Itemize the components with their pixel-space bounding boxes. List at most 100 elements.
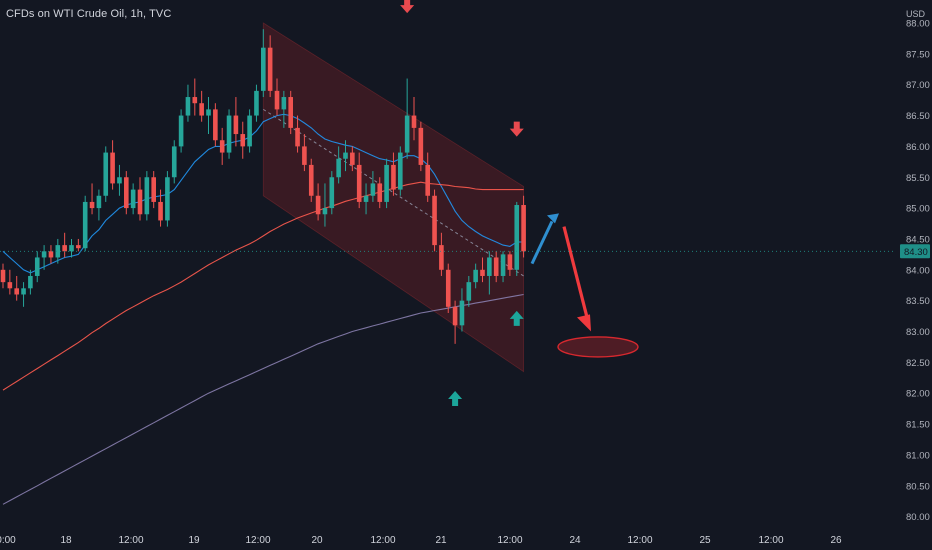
price-tick-label: 87.50 (906, 49, 930, 60)
candle-body (356, 164, 362, 202)
candle-body (487, 257, 492, 276)
candle (398, 146, 403, 196)
time-tick-label: 24 (569, 535, 581, 546)
candle (411, 97, 417, 141)
candle-body (48, 251, 54, 258)
candle-body (219, 140, 225, 153)
price-tick-label: 80.00 (906, 512, 930, 523)
price-tick-label: 80.50 (906, 481, 930, 492)
price-tick-label: 82.00 (906, 389, 930, 400)
candle (117, 164, 122, 196)
candle-body (247, 115, 252, 147)
candle-body (82, 201, 88, 249)
candle (151, 171, 156, 209)
candle (452, 300, 458, 344)
candle-body (28, 275, 33, 289)
candle (171, 140, 177, 184)
channel-layer (262, 22, 524, 373)
candle-body (377, 183, 383, 202)
descending-channel (262, 22, 524, 373)
candle (69, 238, 74, 258)
candle (473, 263, 478, 289)
candle-body (521, 205, 526, 252)
candle-body (110, 152, 115, 184)
candle-body (34, 257, 40, 276)
candle-body (76, 245, 81, 249)
candle-body (288, 97, 293, 128)
candle-body (137, 189, 143, 215)
candle (493, 251, 499, 283)
candle (158, 189, 163, 227)
candle-body (233, 115, 239, 135)
candle (425, 152, 430, 202)
current-price-badge (900, 244, 930, 259)
candle (356, 152, 362, 209)
price-axis[interactable]: 88.00 87.50 87.00 86.50 86.00 85.50 85.00 84.50… (906, 19, 930, 524)
candle (487, 251, 492, 295)
candle-body (370, 183, 376, 196)
time-axis[interactable]: 0:00 18 12:00 19 12:00 20 12:00 21 12:00 24 12:00 2… (0, 535, 842, 546)
candle (329, 171, 335, 215)
candle (178, 109, 184, 153)
candle (21, 282, 26, 307)
candle-body (398, 152, 403, 190)
buy-marker-arrow (448, 391, 463, 407)
candle (89, 183, 95, 215)
current-price-layer: 84.30 (0, 244, 930, 259)
candle-body (425, 164, 430, 196)
candle (110, 140, 115, 190)
candle-body (507, 254, 513, 270)
candle-body (493, 257, 499, 276)
candle (103, 146, 109, 202)
candle-body (500, 254, 506, 276)
candle (336, 146, 341, 184)
price-tick-label: 83.50 (906, 296, 930, 307)
candle-body (308, 164, 314, 196)
candle-body (445, 269, 451, 307)
candle (521, 195, 526, 258)
chart-title: CFDs on WTI Crude Oil, 1h, TVC (6, 8, 172, 20)
candle-body (171, 146, 177, 178)
price-tick-label: 85.50 (906, 173, 930, 184)
candle-body (267, 47, 273, 91)
candle-body (103, 152, 109, 196)
candle-body (336, 158, 341, 178)
candle-body (418, 127, 424, 165)
target-zone-ellipse (557, 336, 639, 358)
candle (377, 177, 383, 209)
candle-body (124, 177, 129, 209)
candle (0, 263, 6, 289)
candle (219, 127, 225, 165)
candle (254, 84, 259, 122)
candle-body (130, 189, 136, 209)
candle (466, 275, 472, 307)
candle (233, 97, 239, 147)
candle-body (322, 208, 328, 215)
candle-body (343, 152, 348, 159)
candle-body (96, 195, 102, 209)
price-tick-label: 81.00 (906, 450, 930, 461)
candle (459, 288, 465, 332)
candle-body (41, 251, 47, 258)
candle-body (274, 90, 280, 110)
candle (391, 152, 396, 196)
price-tick-label: 86.00 (906, 142, 930, 153)
price-tick-label: 83.00 (906, 327, 930, 338)
annotations-layer (400, 0, 639, 407)
candle-body (62, 245, 67, 252)
candle-body (213, 109, 218, 141)
candle (165, 171, 170, 227)
candle-body (302, 146, 307, 165)
candle (130, 183, 136, 215)
moving-averages-layer (2, 113, 524, 505)
candle-body (254, 90, 259, 116)
time-tick-label: 26 (830, 535, 842, 546)
time-tick-label: 19 (188, 535, 200, 546)
candle (261, 29, 266, 98)
candle (28, 269, 33, 295)
candle-body (69, 245, 74, 252)
candle (213, 103, 218, 147)
candle (226, 109, 232, 159)
